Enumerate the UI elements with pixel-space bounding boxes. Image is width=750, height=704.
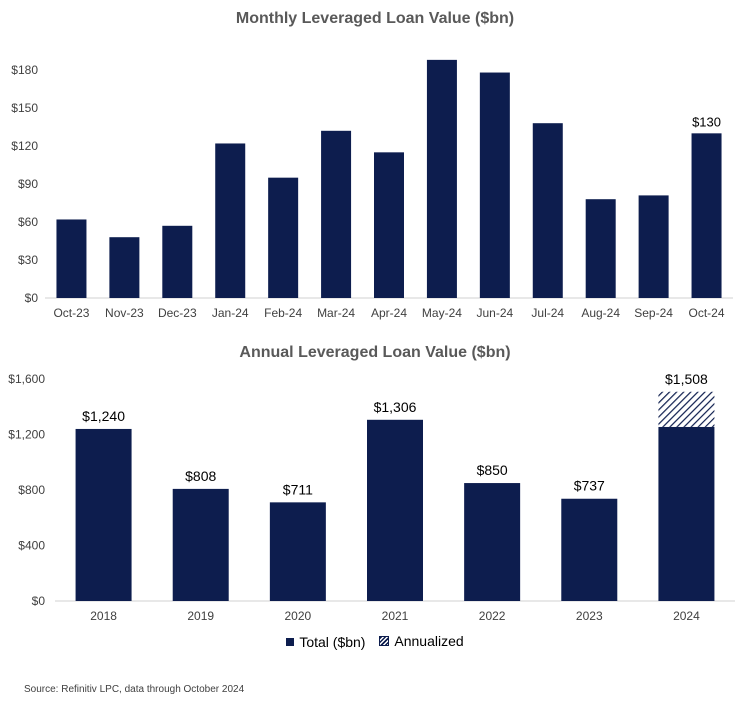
data-label: $737 [574,478,605,494]
bar-total [464,483,521,601]
x-tick-label: Nov-23 [105,306,144,320]
y-tick-label: $400 [18,539,45,553]
bar [479,72,510,299]
bar-annualized [658,391,715,427]
x-tick-label: 2019 [187,609,214,623]
x-tick-label: Dec-23 [158,306,197,320]
bar [374,152,404,298]
x-tick-label: Sep-24 [634,306,673,320]
x-tick-label: 2020 [285,609,312,623]
x-tick-label: 2021 [382,609,409,623]
x-tick-label: Jun-24 [476,306,513,320]
bar [532,123,563,298]
x-tick-label: 2018 [90,609,117,623]
bar [585,199,616,298]
data-label: $130 [692,114,721,129]
bar [162,225,193,298]
y-tick-label: $1,600 [8,372,45,386]
x-tick-label: Apr-24 [371,306,407,320]
x-tick-label: May-24 [422,306,462,320]
bar [321,130,352,298]
bar-total [658,426,715,601]
y-tick-label: $0 [32,594,46,608]
x-tick-label: Aug-24 [581,306,620,320]
legend-swatch-total [286,638,295,646]
x-tick-label: Oct-24 [689,306,725,320]
legend-label-annualized: Annualized [394,633,464,649]
data-label: $850 [477,462,508,478]
annual-chart: $0 $400 $800 $1,200 $1,600 $1,240 2018 $808 2019… [8,371,735,623]
x-tick-label: 2023 [576,609,603,623]
y-tick-label: $800 [18,483,45,497]
y-tick-label: $150 [11,101,38,115]
y-tick-label: $30 [18,253,38,267]
x-tick-label: 2022 [479,609,506,623]
annual-chart-title: Annual Leveraged Loan Value ($bn) [239,344,511,361]
data-label: $1,508 [665,371,708,387]
bar [638,195,669,298]
data-label: $1,306 [374,399,417,415]
x-tick-label: 2024 [673,609,700,623]
y-tick-label: $180 [11,63,38,77]
data-label: $711 [283,481,313,497]
y-tick-label: $90 [18,177,38,191]
legend: Total ($bn) Annualized [0,633,750,650]
bar-total [561,498,618,601]
bar-total [172,488,229,601]
bar-total [75,428,132,601]
data-label: $808 [185,468,216,484]
legend-item-annualized: Annualized [379,633,464,649]
bar [268,177,299,298]
x-tick-label: Mar-24 [317,306,355,320]
x-tick-label: Jul-24 [531,306,564,320]
bar [426,59,457,298]
legend-label-total: Total ($bn) [299,634,366,650]
bar [215,143,246,298]
bar [691,133,722,298]
monthly-chart: $0 $30 $60 $90 $120 $150 $180 Oct-23 Nov-23 Dec-2… [11,59,733,320]
legend-swatch-annualized [379,636,390,646]
y-tick-label: $60 [18,215,38,229]
x-tick-label: Jan-24 [212,306,249,320]
x-tick-label: Feb-24 [264,306,302,320]
y-tick-label: $1,200 [8,428,45,442]
bar-total [367,419,423,601]
y-tick-label: $120 [11,139,38,153]
y-tick-label: $0 [25,291,39,305]
bar-total [269,502,326,601]
data-label: $1,240 [82,408,125,424]
monthly-chart-title: Monthly Leveraged Loan Value ($bn) [235,10,515,27]
source-note: Source: Refinitiv LPC, data through Octo… [24,684,245,695]
bar [109,237,140,298]
x-tick-label: Oct-23 [53,306,89,320]
bar [56,219,87,298]
legend-item-total: Total ($bn) [286,634,365,650]
